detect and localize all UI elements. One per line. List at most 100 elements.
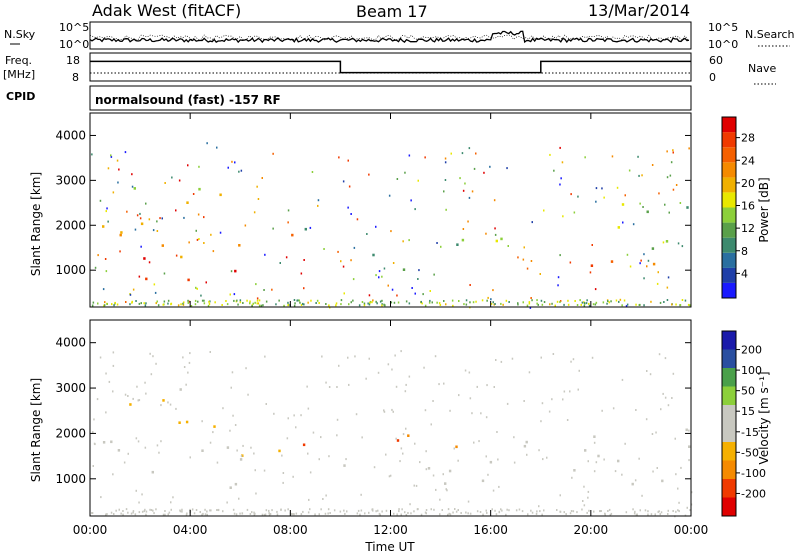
ground-cell	[132, 510, 135, 513]
ground-cell	[687, 303, 690, 306]
noise-cell	[253, 452, 255, 455]
noise-cell	[169, 403, 172, 406]
ground-cell	[644, 509, 647, 512]
ground-cell	[207, 305, 210, 307]
noise-cell	[92, 465, 94, 467]
noise-cell	[300, 272, 303, 275]
ground-cell	[625, 511, 628, 514]
noise-cell	[425, 468, 428, 471]
colorbar-swatch	[722, 237, 736, 253]
nsearch-label: N.Search	[745, 28, 795, 41]
colorbar-tick-label: 200	[741, 344, 762, 357]
ground-cell	[143, 302, 145, 305]
ground-cell	[122, 510, 124, 512]
noise-cell	[322, 498, 324, 500]
ground-cell	[202, 512, 204, 515]
ground-cell	[465, 303, 468, 306]
ground-cell	[405, 514, 408, 516]
ground-cell	[457, 509, 459, 511]
noise-cell	[414, 442, 416, 445]
noise-cell	[161, 217, 163, 220]
noise-cell	[584, 156, 586, 159]
ground-cell	[292, 513, 294, 516]
noise-cell	[458, 394, 460, 397]
ground-cell	[515, 509, 518, 512]
noise-cell	[601, 187, 603, 190]
colorbar-swatch	[722, 207, 736, 223]
noise-cell	[506, 402, 509, 405]
noise-cell	[105, 270, 108, 273]
noise-cell	[425, 450, 427, 453]
noise-cell	[688, 459, 690, 462]
noise-cell	[261, 177, 263, 179]
ground-cell	[206, 513, 208, 516]
power-data-points	[91, 142, 691, 309]
noise-cell	[154, 291, 157, 294]
noise-cell	[338, 364, 340, 367]
noise-cell	[559, 254, 561, 257]
noise-cell	[171, 176, 173, 179]
noise-cell	[118, 168, 120, 171]
ground-cell	[581, 301, 584, 304]
ground-cell	[580, 303, 582, 306]
noise-cell	[643, 277, 645, 280]
ground-cell	[531, 511, 534, 514]
noise-cell	[642, 206, 644, 208]
noise-cell	[158, 451, 160, 454]
ground-cell	[299, 301, 301, 304]
data-cell	[610, 260, 614, 263]
noise-cell	[467, 500, 470, 503]
ground-cell	[667, 509, 669, 512]
noise-cell	[340, 260, 342, 263]
ground-cell	[537, 303, 539, 306]
noise-cell	[373, 466, 376, 469]
ground-cell	[428, 301, 431, 304]
ground-cell	[186, 512, 188, 515]
data-cell	[226, 446, 230, 449]
noise-cell	[196, 238, 199, 241]
ground-cell	[216, 509, 218, 511]
ground-cell	[671, 303, 673, 306]
noise-cell	[506, 167, 508, 170]
noise-cell	[137, 399, 139, 402]
ground-cell	[377, 509, 379, 512]
ground-cell	[293, 513, 295, 516]
ground-cell	[608, 301, 610, 304]
ground-cell	[452, 304, 454, 307]
noise-cell	[649, 373, 652, 376]
ground-cell	[679, 304, 682, 306]
noise-cell	[375, 274, 377, 277]
ground-cell	[110, 511, 113, 514]
noise-cell	[559, 146, 561, 149]
ground-cell	[579, 299, 581, 302]
ground-cell	[492, 301, 494, 304]
noise-cell	[353, 246, 356, 249]
noise-cell	[352, 278, 355, 281]
ground-cell	[659, 513, 661, 516]
noise-cell	[400, 350, 402, 353]
ground-cell	[125, 508, 128, 511]
colorbar-tick-label: -100	[741, 467, 766, 480]
ground-cell	[239, 299, 242, 302]
noise-cell	[178, 179, 181, 182]
noise-cell	[226, 501, 228, 504]
x-tick-label: 20:00	[574, 523, 609, 537]
noise-cell	[323, 248, 325, 250]
noise-cell	[573, 211, 576, 214]
noise-cell	[240, 455, 243, 458]
ground-cell	[268, 513, 271, 516]
colorbar-swatch	[722, 252, 736, 268]
data-cell	[198, 187, 201, 191]
ground-cell	[490, 302, 493, 305]
noise-cell	[392, 262, 395, 264]
ground-cell	[138, 302, 141, 305]
x-tick-label: 04:00	[173, 523, 208, 537]
ground-cell	[367, 302, 369, 305]
noise-cell	[432, 400, 434, 402]
noise-cell	[337, 250, 339, 253]
ground-cell	[237, 303, 239, 306]
noise-cell	[668, 211, 670, 214]
ground-cell	[585, 302, 588, 305]
noise-cell	[446, 489, 448, 492]
noise-cell	[417, 278, 419, 280]
